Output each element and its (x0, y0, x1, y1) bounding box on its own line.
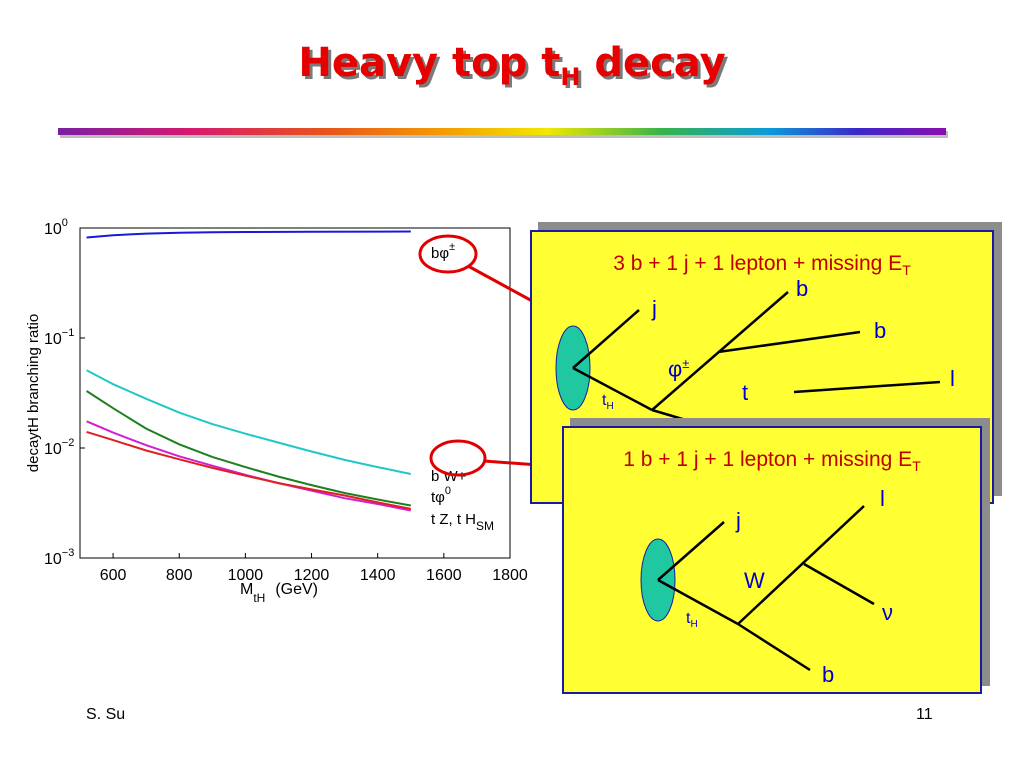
box1-label-b-top: b (796, 276, 809, 301)
y-axis-label: decaytH branching ratio (25, 314, 42, 472)
feynman-diagram-2 (640, 505, 875, 672)
label-b-phi: bφ± (431, 241, 455, 262)
box1-label-tH: tH (602, 392, 614, 413)
y-tick-label: 10−3 (44, 547, 74, 568)
box1-label-b-mid: b (874, 318, 887, 343)
series-line-1 (86, 369, 412, 475)
box1-label-j: j (652, 296, 657, 321)
series-line-4 (86, 430, 411, 510)
x-tick-label: 800 (166, 567, 193, 584)
highlight-ellipse-mid (429, 439, 487, 477)
box2-caption: 1 b + 1 j + 1 lepton + missing ET (623, 448, 921, 475)
box2-label-tH: tH (686, 610, 698, 631)
box1-label-l: l (950, 366, 955, 391)
footer-page-number: 11 (916, 706, 933, 723)
label-tz-th: t Z, t HSM (431, 511, 494, 533)
highlight-ellipse-top (418, 234, 478, 274)
slide-title: Heavy top tH decay (298, 40, 726, 91)
label-t-phi0: tφ0 (431, 485, 451, 506)
x-tick-label: 1800 (492, 567, 528, 584)
plot-frame (79, 227, 511, 559)
decay-box-bw: 1 b + 1 j + 1 lepton + missing ET l j W … (562, 426, 982, 694)
x-tick-label: 600 (100, 567, 127, 584)
branching-ratio-chart: 600 800 1000 1200 1400 1600 1800 100 10−1 10−2 10−… (25, 217, 528, 605)
feynman-diagram-1 (555, 291, 941, 474)
x-tick-label: 1400 (360, 567, 396, 584)
box2-label-w: W (744, 568, 765, 593)
box1-label-t: t (742, 380, 749, 405)
series-line-2 (86, 390, 411, 507)
x-tick-label: 1600 (426, 567, 462, 584)
box2-label-nu: ν (882, 600, 893, 625)
box2-label-b: b (822, 662, 835, 687)
footer-author: S. Su (86, 706, 126, 723)
x-tick-label: 1000 (228, 567, 264, 584)
y-tick-label: 10−1 (44, 327, 74, 348)
rainbow-divider (58, 128, 946, 135)
box2-label-j: j (736, 508, 741, 533)
connector-top (467, 264, 535, 304)
x-axis-label: MtH (GeV) (240, 581, 318, 605)
x-tick-label: 1200 (294, 567, 330, 584)
series-line-0 (86, 230, 411, 239)
y-tick-label: 10−2 (44, 437, 74, 458)
box1-label-phi: φ± (668, 356, 690, 382)
y-tick-label: 100 (44, 217, 68, 238)
box2-label-l: l (880, 486, 885, 511)
box1-caption: 3 b + 1 j + 1 lepton + missing ET (613, 252, 911, 279)
